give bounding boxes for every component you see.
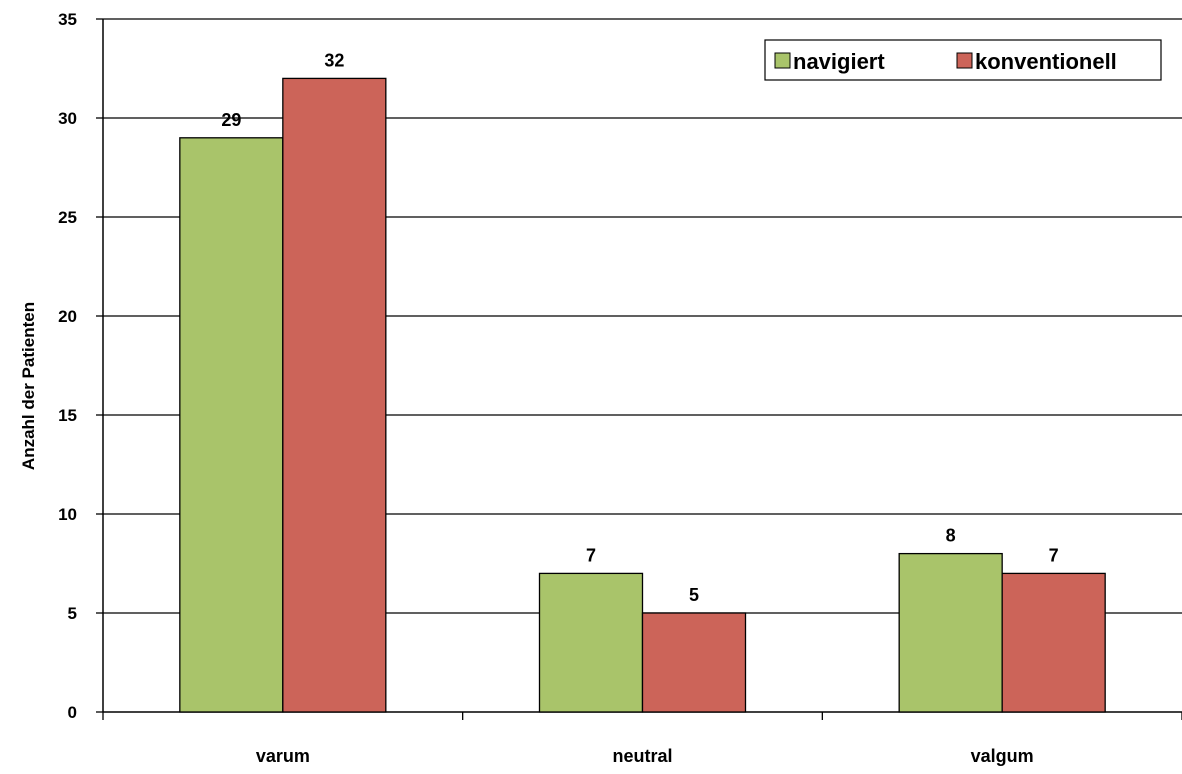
legend-label-konventionell: konventionell [975, 49, 1117, 74]
y-tick-label: 0 [68, 703, 77, 722]
data-label-konventionell-valgum: 7 [1049, 545, 1059, 565]
data-labels: 29 7 8 32 5 7 [221, 50, 1058, 605]
data-label-konventionell-varum: 32 [324, 50, 344, 70]
data-label-konventionell-neutral: 5 [689, 585, 699, 605]
bar-navigiert-neutral [538, 572, 644, 713]
y-axis-title: Anzahl der Patienten [19, 302, 38, 470]
y-tick-label: 5 [68, 604, 77, 623]
bars [179, 77, 1106, 713]
bar-konventionell-varum [282, 77, 387, 713]
y-tick-label: 15 [58, 406, 77, 425]
x-category-label: neutral [612, 746, 672, 766]
legend-label-navigiert: navigiert [793, 49, 885, 74]
y-tick-label: 35 [58, 10, 77, 29]
data-label-navigiert-neutral: 7 [586, 545, 596, 565]
y-tick-label: 20 [58, 307, 77, 326]
bar-konventionell-valgum [1001, 572, 1106, 713]
x-category-label: valgum [971, 746, 1034, 766]
data-label-navigiert-varum: 29 [221, 110, 241, 130]
legend-swatch-navigiert [774, 52, 791, 69]
y-tick-label: 30 [58, 109, 77, 128]
bar-navigiert-valgum [898, 552, 1003, 713]
x-category-label: varum [256, 746, 310, 766]
y-tick-label: 25 [58, 208, 77, 227]
data-label-navigiert-valgum: 8 [946, 526, 956, 546]
bar-navigiert-varum [179, 137, 284, 713]
legend-swatch-konventionell [956, 52, 973, 69]
legend: navigiert konventionell [764, 39, 1162, 81]
bar-konventionell-neutral [641, 612, 747, 713]
y-tick-label: 10 [58, 505, 77, 524]
